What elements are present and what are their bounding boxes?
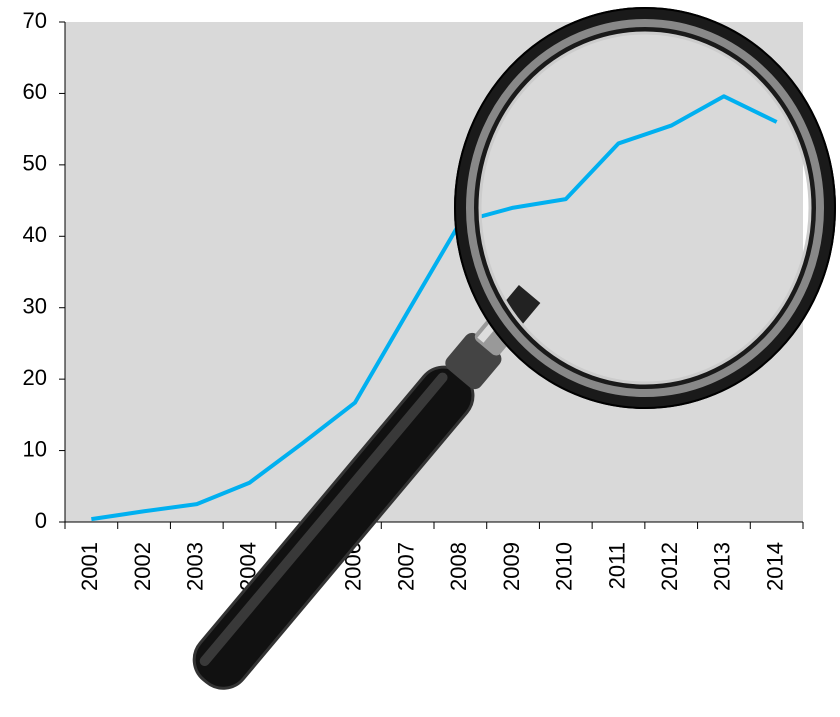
x-tick-label: 2014 [762,542,787,591]
x-tick-label: 2013 [710,542,735,591]
y-tick-label: 40 [23,222,47,247]
y-tick-label: 20 [23,365,47,390]
x-tick-label: 2010 [552,542,577,591]
x-tick-label: 2001 [77,542,102,591]
y-tick-label: 70 [23,8,47,33]
x-tick-label: 2009 [499,542,524,591]
x-tick-label: 2003 [183,542,208,591]
data-line [91,94,778,522]
x-tick-label: 2011 [604,542,629,589]
magnifying-glass [192,7,836,690]
x-tick-label: 2012 [657,542,682,591]
y-tick-label: 10 [23,436,47,461]
y-tick-label: 0 [35,508,47,533]
y-tick-label: 30 [23,294,47,319]
y-tick-label: 60 [23,79,47,104]
x-tick-label: 2007 [393,542,418,591]
x-tick-label: 2008 [446,542,471,591]
x-tick-label: 2002 [130,542,155,591]
y-tick-label: 50 [23,151,47,176]
